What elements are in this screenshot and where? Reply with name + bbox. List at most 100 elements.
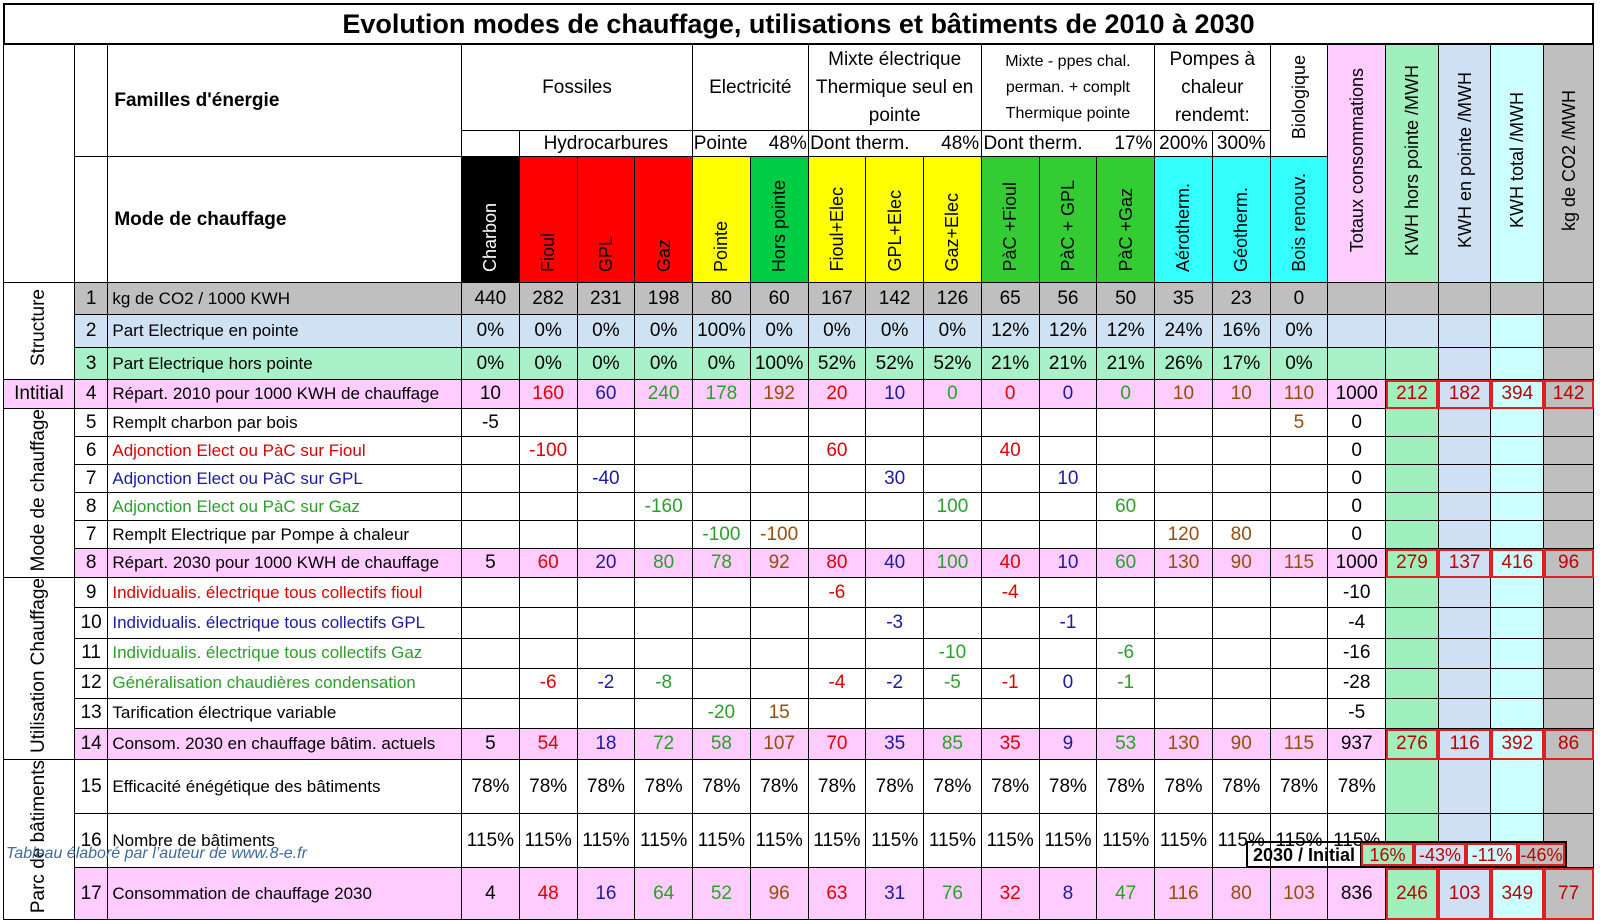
- kwh-cell: [1437, 347, 1492, 380]
- total-cell: [1327, 347, 1387, 380]
- row-label: Consom. 2030 en chauffage bâtim. actuels: [107, 728, 463, 761]
- kwh-cell: [1490, 577, 1545, 609]
- group-biologique: Biologique: [1269, 44, 1329, 157]
- value-cell: [923, 697, 982, 730]
- row-number: 6: [73, 436, 109, 466]
- kwh-cell: [1437, 667, 1492, 699]
- value-cell: [749, 407, 809, 438]
- value-cell: [1096, 407, 1156, 438]
- value-cell: 103: [1269, 867, 1329, 920]
- value-cell: 21%: [1038, 347, 1098, 380]
- energy-table: Familles d'énergie Fossiles Electricité Mix…: [3, 44, 1594, 920]
- kwh-cell: [1543, 667, 1594, 699]
- table-row: 11 Individualis. électrique tous collecti…: [4, 637, 1594, 669]
- value-cell: -20: [692, 697, 751, 730]
- kwh-cell: [1385, 407, 1439, 438]
- value-cell: [1269, 436, 1329, 466]
- kwh-cell: 86: [1543, 728, 1594, 761]
- value-cell: [692, 407, 751, 438]
- table-row: Utilisation Chauffage 9 Individualis. élec…: [3, 577, 1594, 761]
- row-number: 4: [73, 379, 109, 409]
- value-cell: -6: [1096, 637, 1156, 669]
- pointe-text: Pointe: [693, 132, 748, 154]
- mode-name-2: GPL: [595, 235, 616, 272]
- value-cell: 100%: [692, 314, 751, 348]
- kwh-cell: [1437, 697, 1492, 730]
- value-cell: 178: [692, 379, 751, 409]
- mode-name-8: Gaz+Elec: [942, 193, 963, 272]
- kwh-cell: [1490, 436, 1545, 466]
- mode-header-2: GPL: [576, 156, 636, 283]
- row-label: Remplt charbon par bois: [107, 407, 463, 438]
- value-cell: [807, 464, 867, 494]
- value-cell: [749, 607, 809, 639]
- total-cell: 0: [1327, 464, 1387, 494]
- value-cell: 76: [923, 867, 982, 920]
- value-cell: [1096, 520, 1156, 550]
- value-cell: 115%: [692, 813, 751, 869]
- biologique-label: Biologique: [1288, 55, 1309, 140]
- value-cell: 107: [749, 728, 809, 761]
- value-cell: [576, 607, 636, 639]
- value-cell: -10: [923, 637, 982, 669]
- value-cell: [807, 520, 867, 550]
- table-row: 6 Adjonction Elect ou PàC sur Fioul -100 60…: [4, 436, 1594, 466]
- value-cell: -8: [634, 667, 694, 699]
- kwh-cell: [1437, 577, 1492, 609]
- value-cell: [749, 464, 809, 494]
- row-number: 14: [73, 728, 109, 761]
- value-cell: [634, 607, 694, 639]
- value-cell: 78%: [692, 759, 751, 815]
- row-label: Part Electrique en pointe: [107, 314, 463, 348]
- group-mixte-pac: Mixte - ppes chal. perman. + complt Ther…: [980, 44, 1156, 131]
- kwh-cell: [1543, 637, 1594, 669]
- value-cell: 31: [865, 867, 925, 920]
- value-cell: 115%: [1038, 813, 1098, 869]
- row-number: 12: [73, 667, 109, 699]
- value-cell: 12%: [980, 314, 1040, 348]
- value-cell: [576, 407, 636, 438]
- value-cell: -3: [865, 607, 925, 639]
- value-cell: 0%: [576, 314, 636, 348]
- value-cell: 12%: [1096, 314, 1156, 348]
- value-cell: [1154, 464, 1213, 494]
- value-cell: [518, 520, 578, 550]
- total-cell: -4: [1327, 607, 1387, 639]
- value-cell: [980, 407, 1040, 438]
- section-structure: Structure: [3, 282, 75, 380]
- value-cell: 240: [634, 379, 694, 409]
- mode-header-5: Hors pointe: [749, 156, 809, 283]
- value-cell: [865, 436, 925, 466]
- sub-dont-therm-2: Dont therm. 17%: [980, 130, 1156, 157]
- value-cell: [980, 607, 1040, 639]
- value-cell: 70: [807, 728, 867, 761]
- group-electricite: Electricité: [692, 44, 809, 131]
- value-cell: [1096, 697, 1156, 730]
- kwh-cell: 116: [1437, 728, 1492, 761]
- value-cell: 90: [1211, 728, 1271, 761]
- kwh-cell: 394: [1490, 379, 1545, 409]
- kwh-cell: [1490, 314, 1545, 348]
- value-cell: 80: [634, 548, 694, 579]
- sub-blank: [461, 130, 520, 157]
- kwh-cell: [1490, 347, 1545, 380]
- kwh-cell: [1385, 520, 1439, 550]
- value-cell: 56: [1038, 282, 1098, 315]
- value-cell: [923, 520, 982, 550]
- value-cell: [692, 464, 751, 494]
- value-cell: 78%: [634, 759, 694, 815]
- ratio-box: 2030 / Initial 16% -43% -11% -46%: [1246, 841, 1567, 868]
- value-cell: [1269, 697, 1329, 730]
- mode-name-3: Gaz: [653, 238, 674, 272]
- value-cell: 60: [807, 436, 867, 466]
- kwh-cell: [1490, 492, 1545, 522]
- value-cell: [865, 577, 925, 609]
- row-label: Part Electrique hors pointe: [107, 347, 463, 380]
- mode-header-14: Bois renouv.: [1269, 156, 1329, 283]
- value-cell: [1038, 697, 1098, 730]
- kwh-cell: [1543, 492, 1594, 522]
- value-cell: 0%: [461, 347, 520, 380]
- value-cell: [1154, 637, 1213, 669]
- sub-dont-therm-1: Dont therm. 48%: [807, 130, 982, 157]
- value-cell: [1038, 577, 1098, 609]
